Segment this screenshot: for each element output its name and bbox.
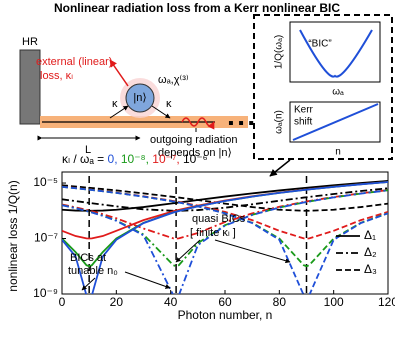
annotation: quasi BICs xyxy=(192,213,246,225)
kappa-legend-entry: 10⁻⁷, xyxy=(152,152,179,166)
series-line xyxy=(62,189,388,240)
kappa-legend-entry: 10⁻⁶ xyxy=(183,152,208,166)
y-tick-label: 10⁻⁷ xyxy=(34,231,58,245)
radiation-label: outgoing radiation xyxy=(150,134,237,146)
series-line xyxy=(62,189,388,294)
x-tick-label: 20 xyxy=(110,295,124,309)
series-line xyxy=(62,185,388,294)
kappa-legend-entry: 0, xyxy=(108,152,118,166)
overlays: BICs at tunable n₀ quasi BICs [ finite κ… xyxy=(68,213,377,291)
mode-label: |n⟩ xyxy=(133,92,146,104)
legend-label: Δ₂ xyxy=(364,245,377,259)
series-line xyxy=(62,189,388,268)
params-label: ωₐ,χ⁽³⁾ xyxy=(158,74,189,86)
inset-annotation: shift xyxy=(294,117,313,128)
legend-label: Δ₁ xyxy=(364,228,376,242)
annotation: tunable n₀ xyxy=(68,265,118,277)
length-label: L xyxy=(85,144,91,156)
radiation-label: depends on |n⟩ xyxy=(158,147,232,159)
inset-annotation: Kerr xyxy=(294,105,314,116)
inset-pointer xyxy=(269,159,291,177)
inset-curve xyxy=(299,29,373,78)
inset-frame xyxy=(253,14,393,160)
annotation-arrow xyxy=(175,239,201,263)
schematic: HR |n⟩ external (linear) loss, κₗ ωₐ,χ⁽³… xyxy=(19,36,254,159)
series-line xyxy=(62,181,388,294)
kappa-legend: κₗ / ωₐ = 0, 10⁻⁸, 10⁻⁷, 10⁻⁶ xyxy=(62,152,208,166)
annotation-arrow xyxy=(124,271,171,289)
loss-label: external (linear) xyxy=(36,56,112,68)
x-tick-label: 80 xyxy=(273,295,287,309)
plot-area xyxy=(62,176,388,294)
inset-ylabel: ωₐ(n) xyxy=(274,110,285,134)
x-tick-label: 0 xyxy=(59,295,66,309)
ellipsis: ▪ ▪ ▪ xyxy=(228,115,254,132)
inset-xlabel: n xyxy=(335,147,341,158)
x-tick-label: 100 xyxy=(324,295,344,309)
annotation: BICs at xyxy=(70,252,106,264)
coupling-arrow xyxy=(109,105,129,119)
kappa-legend-entry: 10⁻⁸, xyxy=(121,152,149,166)
loss-label: loss, κₗ xyxy=(40,70,73,82)
inset-axes xyxy=(289,21,381,83)
legend-label: Δ₃ xyxy=(364,262,377,276)
annotation-arrow xyxy=(81,277,96,291)
inset-curve xyxy=(292,103,379,141)
inset-annotation: “BIC” xyxy=(308,39,331,50)
x-tick-label: 120 xyxy=(378,295,395,309)
coupling-label: κ xyxy=(166,98,172,110)
radiation-wave xyxy=(181,117,215,130)
x-tick-label: 60 xyxy=(218,295,232,309)
insets: 1/Q(ωₐ) “BIC” ωₐ ωₐ(n) Kerr shift n xyxy=(253,14,393,177)
x-tick-label: 40 xyxy=(164,295,178,309)
annotation: [ finite κₗ ] xyxy=(190,227,236,239)
chart-title: Nonlinear radiation loss from a Kerr non… xyxy=(54,1,340,15)
coupling-label: κ xyxy=(112,98,118,110)
annotation-arrow xyxy=(214,239,291,264)
mirror-label: HR xyxy=(22,36,38,48)
loss-arrow xyxy=(109,59,129,87)
y-axis-label: nonlinear loss 1/Q(n) xyxy=(6,180,20,291)
y-tick-label: 10⁻⁹ xyxy=(33,286,58,300)
inset-xlabel: ωₐ xyxy=(332,87,344,98)
ring xyxy=(125,83,155,113)
y-tick-label: 10⁻⁵ xyxy=(33,175,58,189)
x-axis-label: Photon number, n xyxy=(178,308,273,322)
inset-ylabel: 1/Q(ωₐ) xyxy=(274,35,285,69)
coupling-arrow xyxy=(151,105,171,119)
series-line xyxy=(62,184,388,212)
kappa-legend-label: κₗ / ωₐ = xyxy=(62,152,108,166)
mirror xyxy=(19,49,41,125)
